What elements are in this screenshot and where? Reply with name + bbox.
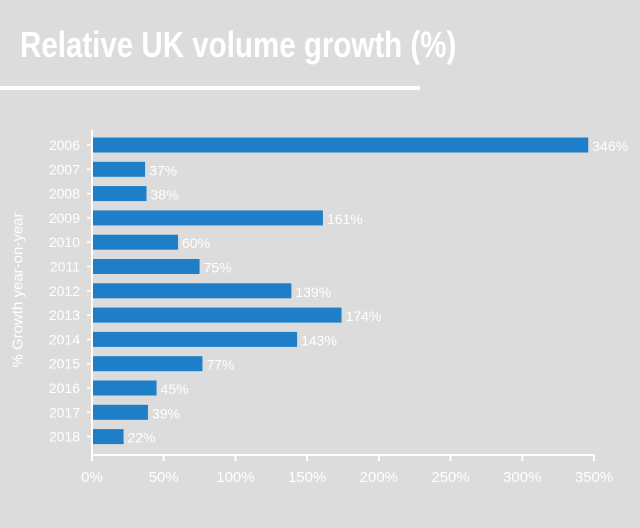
value-label: 346% — [592, 138, 628, 154]
x-tick-label: 350% — [575, 469, 613, 486]
category-label: 2008 — [49, 186, 80, 202]
category-label: 2011 — [50, 259, 80, 275]
value-label: 60% — [182, 235, 210, 251]
x-tick-label: 100% — [216, 469, 254, 486]
value-label: 45% — [161, 381, 189, 397]
bar — [93, 137, 589, 153]
category-label: 2010 — [49, 234, 80, 250]
value-label: 75% — [204, 260, 232, 276]
bar — [93, 259, 200, 274]
category-label: 2007 — [49, 161, 80, 177]
value-label: 143% — [301, 332, 337, 348]
chart-title: Relative UK volume growth (%) — [20, 24, 457, 65]
x-tick-label: 250% — [431, 469, 469, 486]
x-tick-label: 150% — [288, 469, 326, 486]
category-label: 2012 — [49, 283, 80, 299]
x-tick-label: 200% — [360, 469, 398, 486]
bar — [93, 404, 148, 420]
category-label: 2016 — [49, 380, 80, 396]
category-label: 2018 — [49, 429, 80, 445]
category-label: 2015 — [49, 356, 80, 372]
value-label: 174% — [346, 308, 382, 324]
bar — [93, 429, 124, 445]
bar — [93, 161, 146, 177]
category-label: 2009 — [49, 210, 80, 226]
value-label: 77% — [206, 357, 234, 373]
bar — [93, 283, 292, 299]
value-label: 39% — [152, 405, 180, 421]
category-label: 2017 — [49, 404, 80, 420]
value-label: 139% — [295, 284, 331, 300]
x-tick-label: 0% — [81, 469, 103, 486]
bar — [93, 307, 342, 323]
bar — [93, 380, 157, 396]
category-label: 2006 — [49, 137, 80, 153]
title-divider — [0, 86, 420, 90]
value-label: 37% — [149, 162, 177, 178]
bar — [93, 356, 203, 372]
bar — [93, 210, 323, 226]
value-label: 38% — [151, 187, 179, 203]
bar — [93, 234, 179, 250]
bar — [93, 331, 298, 347]
category-label: 2014 — [49, 331, 80, 347]
value-label: 161% — [327, 211, 363, 227]
bar — [93, 186, 147, 202]
x-tick-label: 50% — [149, 469, 179, 486]
x-tick-label: 300% — [503, 469, 541, 486]
category-label: 2013 — [49, 307, 80, 323]
value-label: 22% — [128, 430, 156, 446]
